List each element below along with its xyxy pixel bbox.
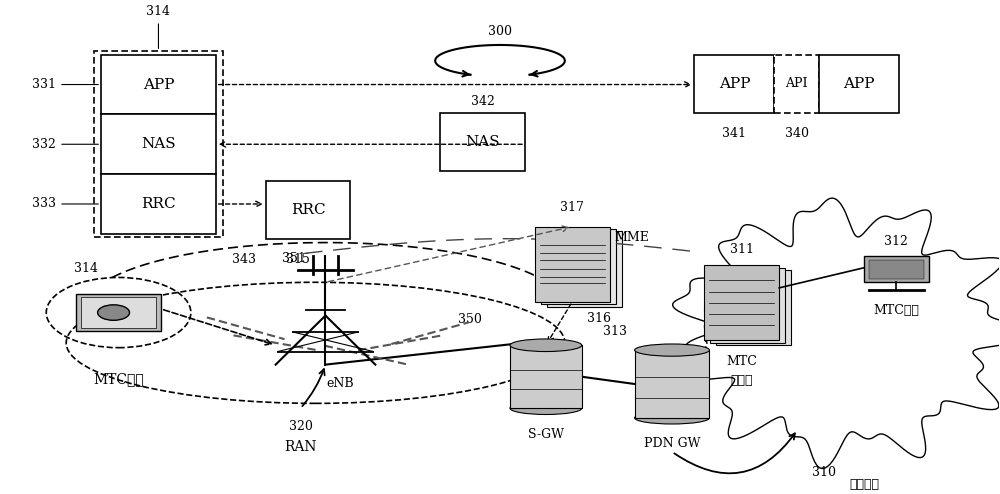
FancyBboxPatch shape xyxy=(864,256,929,282)
Text: 316: 316 xyxy=(587,312,611,325)
Text: 332: 332 xyxy=(32,138,98,151)
Text: PDN GW: PDN GW xyxy=(644,437,700,450)
Text: 350: 350 xyxy=(458,313,482,326)
Text: API: API xyxy=(785,77,808,90)
FancyBboxPatch shape xyxy=(547,231,622,306)
Text: 313: 313 xyxy=(603,325,627,338)
FancyBboxPatch shape xyxy=(869,260,924,279)
FancyBboxPatch shape xyxy=(81,297,156,329)
Text: 340: 340 xyxy=(785,127,809,140)
Text: MTC用户: MTC用户 xyxy=(873,304,919,317)
FancyBboxPatch shape xyxy=(440,113,525,171)
FancyBboxPatch shape xyxy=(101,55,216,115)
FancyBboxPatch shape xyxy=(635,350,709,418)
Text: MME: MME xyxy=(615,231,650,245)
Text: S-GW: S-GW xyxy=(528,428,564,441)
FancyBboxPatch shape xyxy=(541,229,616,304)
Text: 300: 300 xyxy=(488,25,512,38)
Ellipse shape xyxy=(635,344,709,356)
Text: 320: 320 xyxy=(289,420,312,433)
Text: eNB: eNB xyxy=(327,377,354,390)
Text: RAN: RAN xyxy=(284,440,317,453)
FancyBboxPatch shape xyxy=(266,181,350,239)
FancyBboxPatch shape xyxy=(710,268,785,343)
Ellipse shape xyxy=(635,412,709,424)
Ellipse shape xyxy=(510,402,582,414)
Text: 核心网络: 核心网络 xyxy=(849,478,879,491)
Text: 331: 331 xyxy=(32,78,98,91)
FancyBboxPatch shape xyxy=(535,227,610,302)
Polygon shape xyxy=(673,198,1000,468)
Text: 317: 317 xyxy=(560,202,584,214)
Text: MTC装置: MTC装置 xyxy=(93,372,144,386)
Text: 服务器: 服务器 xyxy=(731,374,753,387)
Text: NAS: NAS xyxy=(465,135,500,149)
Text: 314: 314 xyxy=(74,262,98,275)
Text: RRC: RRC xyxy=(291,203,325,217)
Text: 310: 310 xyxy=(812,466,836,479)
FancyBboxPatch shape xyxy=(76,294,161,330)
Text: 311: 311 xyxy=(730,243,754,256)
FancyBboxPatch shape xyxy=(704,265,779,340)
FancyBboxPatch shape xyxy=(819,55,899,113)
Text: 343: 343 xyxy=(232,253,256,266)
FancyBboxPatch shape xyxy=(510,345,582,408)
Text: RRC: RRC xyxy=(141,197,176,211)
Text: 342: 342 xyxy=(471,95,494,108)
FancyBboxPatch shape xyxy=(101,174,216,234)
FancyBboxPatch shape xyxy=(774,55,819,113)
FancyBboxPatch shape xyxy=(101,115,216,174)
Text: APP: APP xyxy=(719,77,750,91)
Text: 314: 314 xyxy=(146,5,170,48)
Text: 312: 312 xyxy=(884,235,908,248)
Text: 351: 351 xyxy=(282,251,306,265)
Text: 341: 341 xyxy=(722,127,746,140)
Text: APP: APP xyxy=(843,77,875,91)
Text: 333: 333 xyxy=(32,198,98,210)
Ellipse shape xyxy=(510,339,582,352)
FancyBboxPatch shape xyxy=(716,270,791,345)
Text: MTC: MTC xyxy=(726,355,757,368)
Text: NAS: NAS xyxy=(141,137,176,151)
Text: APP: APP xyxy=(143,78,174,91)
Text: 315: 315 xyxy=(286,253,310,266)
Circle shape xyxy=(98,305,130,320)
FancyBboxPatch shape xyxy=(694,55,774,113)
